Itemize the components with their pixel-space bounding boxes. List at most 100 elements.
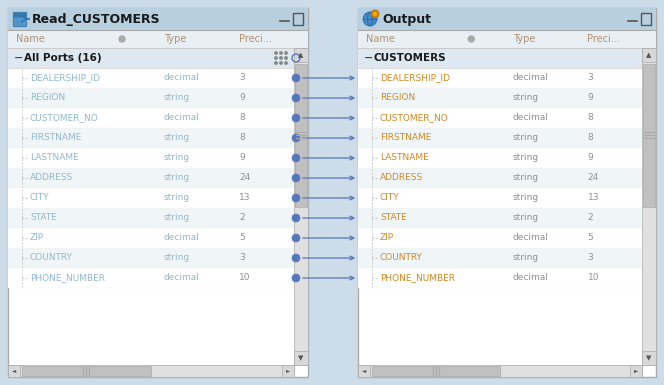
Bar [358,48,642,68]
Text: decimal: decimal [513,114,549,122]
Bar [641,13,651,25]
Text: decimal: decimal [164,114,200,122]
Text: 24: 24 [588,174,599,182]
Bar [8,248,294,268]
Text: STATE: STATE [30,214,56,223]
Bar [13,12,26,17]
Text: 9: 9 [239,94,245,102]
Text: string: string [513,94,539,102]
Text: 2: 2 [588,214,593,223]
Bar [295,64,307,207]
Text: string: string [164,174,190,182]
Circle shape [285,62,288,64]
Circle shape [292,94,300,102]
Bar [294,351,308,365]
Bar [358,68,642,88]
Text: string: string [164,194,190,203]
Circle shape [275,62,277,64]
Text: PHONE_NUMBER: PHONE_NUMBER [30,273,105,283]
Circle shape [285,57,288,59]
Bar [8,108,294,128]
Bar [358,228,642,248]
Bar [22,366,151,376]
Bar [358,248,642,268]
Text: ZIP: ZIP [380,233,394,243]
Text: ▲: ▲ [298,52,303,58]
Text: string: string [513,194,539,203]
Text: 3: 3 [239,74,245,82]
Text: ADDRESS: ADDRESS [380,174,423,182]
Text: ADDRESS: ADDRESS [30,174,73,182]
Text: string: string [164,214,190,223]
Circle shape [292,234,300,242]
Text: Preci...: Preci... [588,34,620,44]
Bar [294,48,308,365]
Text: CUSTOMERS: CUSTOMERS [374,53,447,63]
Text: string: string [164,253,190,263]
Bar [358,268,642,288]
Bar [8,30,308,48]
Text: string: string [513,174,539,182]
Text: 10: 10 [588,273,599,283]
Bar [358,128,642,148]
Text: string: string [164,154,190,162]
Bar [8,228,294,248]
Text: ▲: ▲ [646,52,651,58]
Text: decimal: decimal [164,233,200,243]
Bar [8,365,294,377]
Bar [8,148,294,168]
Text: string: string [164,134,190,142]
Text: Preci...: Preci... [239,34,272,44]
Text: ▼: ▼ [298,355,303,361]
Bar [358,148,642,168]
Bar [8,68,294,88]
Text: Type: Type [513,34,535,44]
Text: Name: Name [366,34,395,44]
Text: 10: 10 [239,273,250,283]
Text: ZIP: ZIP [30,233,44,243]
Bar [8,8,308,30]
Text: string: string [513,214,539,223]
Text: 8: 8 [239,114,245,122]
Bar [8,48,294,68]
Text: 8: 8 [588,134,593,142]
Circle shape [363,12,377,26]
Text: ▼: ▼ [646,355,651,361]
Bar [282,365,294,377]
Text: 8: 8 [588,114,593,122]
Bar [8,88,294,108]
Text: decimal: decimal [513,273,549,283]
Circle shape [292,174,300,182]
Text: 3: 3 [588,253,593,263]
Text: string: string [513,253,539,263]
Bar [358,88,642,108]
Bar [642,48,656,365]
Bar [8,188,294,208]
Circle shape [468,36,474,42]
Text: CUSTOMER_NO: CUSTOMER_NO [380,114,449,122]
Text: 9: 9 [588,154,593,162]
Circle shape [280,52,282,54]
Text: 3: 3 [588,74,593,82]
Circle shape [292,194,300,202]
Bar [358,8,656,377]
Bar [294,48,308,62]
Bar [8,168,294,188]
Text: decimal: decimal [164,74,200,82]
Circle shape [371,10,379,18]
Bar [8,365,20,377]
Circle shape [292,214,300,222]
Text: ◄: ◄ [362,368,366,373]
Bar [642,48,656,62]
Circle shape [280,57,282,59]
Text: 5: 5 [239,233,245,243]
Text: −: − [364,53,373,63]
Text: LASTNAME: LASTNAME [30,154,79,162]
Text: DEALERSHIP_ID: DEALERSHIP_ID [30,74,100,82]
Circle shape [275,52,277,54]
Text: COUNTRY: COUNTRY [30,253,73,263]
Bar [358,365,370,377]
Bar [358,365,642,377]
Text: ►: ► [634,368,638,373]
Text: DEALERSHIP_ID: DEALERSHIP_ID [380,74,450,82]
